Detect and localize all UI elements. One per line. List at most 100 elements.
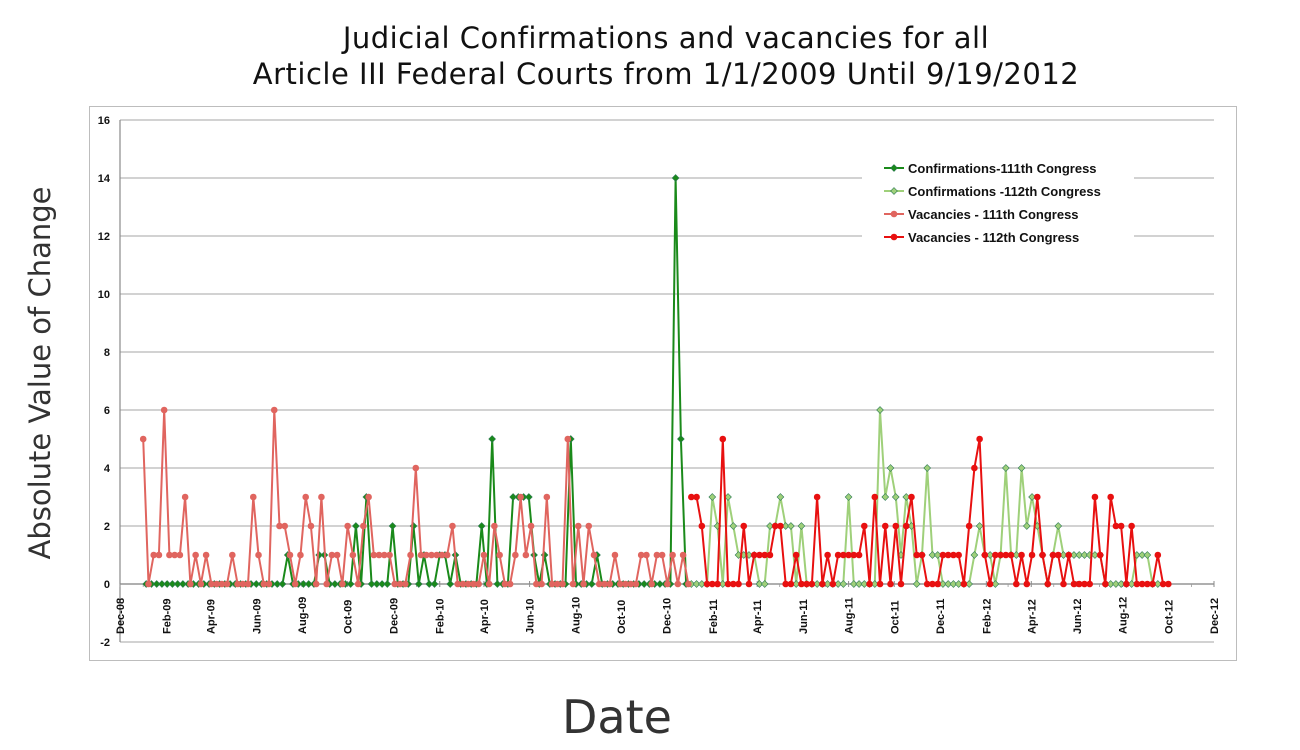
data-point bbox=[892, 522, 900, 530]
data-point bbox=[428, 551, 435, 559]
data-point bbox=[653, 551, 661, 559]
data-point bbox=[331, 580, 339, 588]
data-point bbox=[601, 580, 608, 588]
data-point bbox=[724, 580, 732, 588]
data-point bbox=[475, 580, 482, 588]
data-point bbox=[1028, 551, 1036, 559]
data-point bbox=[761, 551, 769, 559]
x-tick-label: Jun-09 bbox=[251, 599, 263, 634]
data-point bbox=[480, 551, 488, 559]
legend-item: Confirmations -112th Congress bbox=[884, 184, 1101, 199]
data-point bbox=[866, 580, 873, 588]
data-point bbox=[160, 406, 168, 414]
data-point bbox=[260, 580, 268, 588]
data-point bbox=[782, 580, 789, 588]
data-point bbox=[1018, 551, 1025, 559]
data-point bbox=[173, 580, 182, 588]
data-point bbox=[270, 406, 278, 414]
data-point bbox=[239, 580, 247, 588]
data-point bbox=[470, 580, 477, 588]
data-point bbox=[349, 551, 357, 559]
data-point bbox=[585, 522, 593, 530]
data-point bbox=[493, 580, 502, 588]
data-point bbox=[1054, 522, 1063, 530]
data-point bbox=[923, 464, 932, 472]
data-point bbox=[179, 580, 187, 588]
legend-swatch-marker bbox=[890, 233, 898, 241]
y-tick-label: 16 bbox=[98, 115, 110, 127]
data-point bbox=[855, 551, 863, 559]
data-point bbox=[929, 580, 936, 588]
data-point bbox=[1080, 551, 1089, 559]
data-point bbox=[850, 551, 858, 559]
data-point bbox=[656, 580, 664, 588]
data-point bbox=[648, 580, 655, 588]
data-point bbox=[881, 493, 890, 501]
data-point bbox=[698, 522, 706, 530]
data-point bbox=[834, 551, 842, 559]
data-point bbox=[674, 580, 682, 588]
data-point bbox=[1154, 551, 1162, 559]
data-point bbox=[192, 551, 199, 559]
data-point bbox=[735, 580, 742, 588]
data-point bbox=[658, 551, 666, 559]
data-point bbox=[740, 522, 748, 530]
data-point bbox=[318, 493, 325, 501]
data-point bbox=[276, 522, 283, 530]
y-tick-label: 14 bbox=[98, 173, 111, 185]
data-point bbox=[798, 580, 805, 588]
data-point bbox=[955, 551, 962, 559]
data-point bbox=[1002, 551, 1010, 559]
data-point bbox=[992, 551, 999, 559]
data-point bbox=[388, 522, 397, 530]
legend-label: Confirmations -112th Congress bbox=[908, 184, 1101, 199]
data-point bbox=[367, 580, 376, 588]
y-tick-label: 4 bbox=[104, 463, 111, 475]
data-point bbox=[611, 551, 619, 559]
data-point bbox=[278, 580, 287, 588]
data-point bbox=[381, 551, 388, 559]
data-point bbox=[414, 580, 423, 588]
data-point bbox=[412, 464, 420, 472]
x-tick-label: Dec-09 bbox=[388, 598, 400, 634]
data-point bbox=[307, 522, 315, 530]
data-point bbox=[569, 580, 577, 588]
legend-item: Confirmations-111th Congress bbox=[884, 161, 1097, 176]
x-tick-label: Jun-12 bbox=[1072, 599, 1084, 634]
data-point bbox=[928, 551, 937, 559]
data-point bbox=[344, 522, 351, 530]
data-point bbox=[365, 493, 372, 501]
data-point bbox=[944, 551, 952, 559]
legend-item: Vacancies - 111th Congress bbox=[884, 207, 1079, 222]
data-point bbox=[787, 522, 795, 530]
data-point bbox=[688, 493, 695, 501]
data-point bbox=[819, 580, 826, 588]
legend-label: Vacancies - 111th Congress bbox=[908, 207, 1079, 222]
data-point bbox=[509, 493, 517, 501]
data-point bbox=[1117, 522, 1125, 530]
data-point bbox=[464, 580, 472, 588]
data-point bbox=[944, 580, 952, 588]
legend-swatch-marker bbox=[890, 187, 898, 195]
data-point bbox=[1044, 580, 1052, 588]
data-point bbox=[574, 522, 582, 530]
data-point bbox=[197, 580, 205, 588]
chart-title-line-1: Judicial Confirmations and vacancies for… bbox=[342, 21, 990, 55]
data-point bbox=[918, 551, 926, 559]
data-point bbox=[975, 522, 984, 530]
data-point bbox=[1123, 580, 1130, 588]
data-point bbox=[829, 580, 837, 588]
data-point bbox=[587, 580, 596, 588]
x-tick-label: Aug-09 bbox=[297, 597, 309, 634]
data-point bbox=[703, 580, 711, 588]
x-tick-label: Aug-11 bbox=[844, 597, 856, 634]
data-point bbox=[1017, 464, 1026, 472]
data-point bbox=[459, 580, 467, 588]
data-point bbox=[346, 580, 355, 588]
data-point bbox=[771, 522, 779, 530]
data-point bbox=[640, 580, 648, 588]
data-point bbox=[501, 580, 509, 588]
data-point bbox=[163, 580, 171, 588]
data-point bbox=[679, 551, 687, 559]
data-point bbox=[939, 551, 947, 559]
